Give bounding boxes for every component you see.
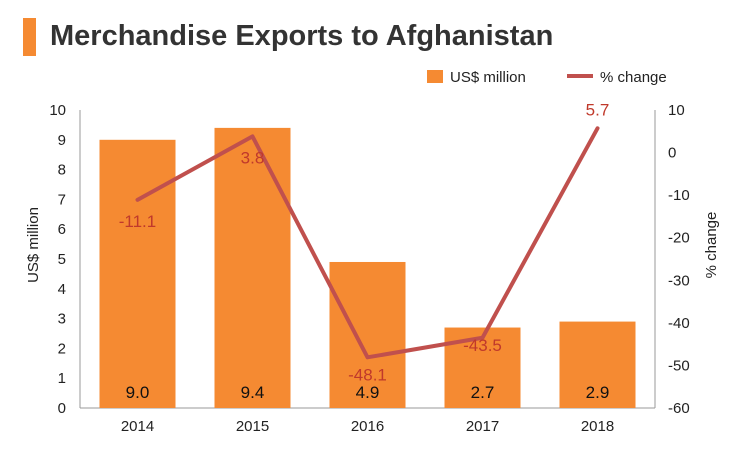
line-point — [136, 198, 139, 202]
left-tick-label: 3 — [58, 311, 66, 328]
legend: US$ million % change — [427, 69, 667, 86]
x-tick-label: 2016 — [351, 418, 384, 435]
chart-title: Merchandise Exports to Afghanistan — [50, 20, 554, 52]
legend-bar-swatch — [427, 70, 443, 83]
x-tick-label: 2014 — [121, 418, 154, 435]
left-tick-label: 0 — [58, 400, 66, 417]
right-axis-title: % change — [703, 212, 720, 279]
right-axis: 10 0 -10 -20 -30 -40 -50 -60 — [654, 102, 690, 417]
line-value-label: 3.8 — [241, 148, 265, 167]
line-value-label: 5.7 — [586, 100, 610, 119]
bar — [99, 139, 176, 409]
line-series: -11.1 3.8 -48.1 -43.5 5.7 — [119, 100, 610, 384]
legend-line-label: % change — [600, 69, 667, 86]
right-tick-label: 0 — [668, 145, 676, 162]
right-tick-label: -10 — [668, 187, 690, 204]
left-tick-label: 1 — [58, 370, 66, 387]
bar — [559, 321, 636, 408]
left-tick-label: 4 — [58, 281, 66, 298]
right-tick-label: -30 — [668, 272, 690, 289]
bar — [214, 127, 291, 408]
line-value-label: -43.5 — [463, 336, 502, 355]
right-tick-label: -40 — [668, 315, 690, 332]
bar — [329, 261, 406, 408]
x-tick-label: 2017 — [466, 418, 499, 435]
line-point — [481, 336, 484, 340]
right-tick-label: -60 — [668, 400, 690, 417]
x-tick-label: 2018 — [581, 418, 614, 435]
bar-value-label: 9.4 — [241, 383, 265, 402]
x-axis: 2014 2015 2016 2017 2018 — [80, 407, 655, 435]
bar-value-label: 2.9 — [586, 383, 610, 402]
left-axis-title: US$ million — [25, 207, 42, 283]
left-tick-label: 10 — [49, 102, 66, 119]
title-accent-bar — [23, 18, 36, 56]
legend-bar-label: US$ million — [450, 69, 526, 86]
left-tick-label: 5 — [58, 251, 66, 268]
line-point — [596, 126, 599, 130]
left-axis: 0 1 2 3 4 5 6 7 8 9 10 — [49, 102, 81, 417]
right-tick-label: -20 — [668, 230, 690, 247]
left-tick-label: 9 — [58, 132, 66, 149]
bar-value-label: 2.7 — [471, 383, 495, 402]
line-value-label: -48.1 — [348, 365, 387, 384]
bar-value-label: 4.9 — [356, 383, 380, 402]
left-tick-label: 6 — [58, 221, 66, 238]
left-tick-label: 2 — [58, 340, 66, 357]
x-tick-label: 2015 — [236, 418, 269, 435]
line-point — [366, 355, 369, 359]
bar-value-label: 9.0 — [126, 383, 150, 402]
right-tick-label: 10 — [668, 102, 685, 119]
line-point — [251, 134, 254, 138]
left-tick-label: 8 — [58, 162, 66, 179]
right-tick-label: -50 — [668, 357, 690, 374]
line-value-label: -11.1 — [119, 212, 157, 231]
left-tick-label: 7 — [58, 191, 66, 208]
